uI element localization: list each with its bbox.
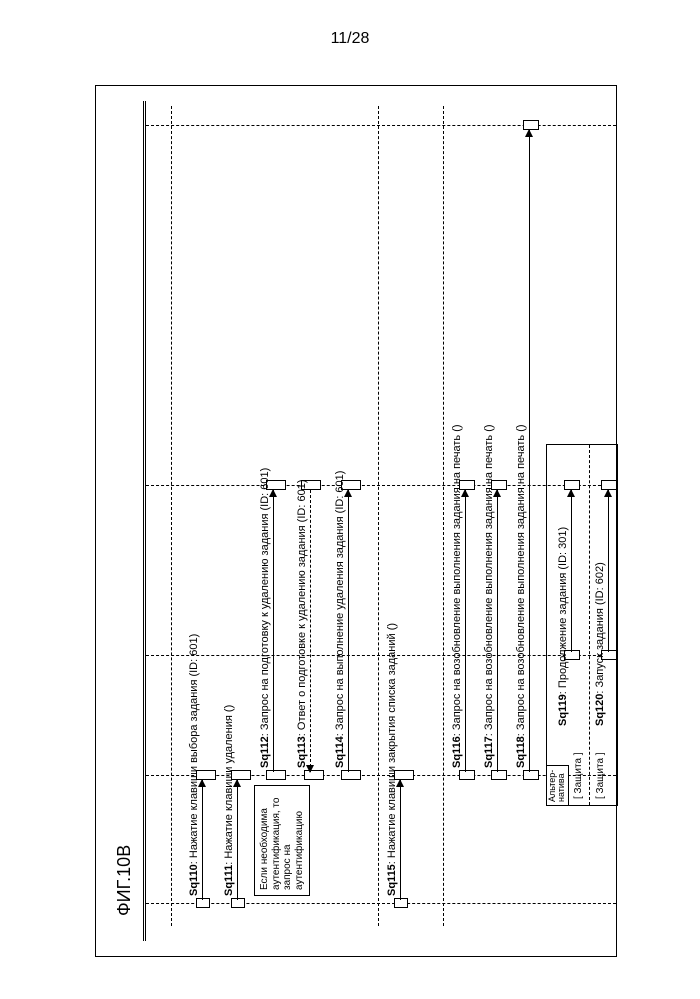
alt-fragment: Альтер- натива [ Защита ] [ Защита ] (546, 444, 618, 806)
arrow-line (465, 490, 466, 772)
activation (491, 770, 507, 780)
message-label: Sq118: Запрос на возобновление выполнени… (515, 424, 527, 768)
note-line: аутентификация, то (271, 791, 283, 890)
arrow-line (202, 780, 203, 900)
message-label: Sq116: Запрос на возобновление выполнени… (451, 424, 463, 768)
lifeline-5 (146, 125, 616, 126)
activation (341, 770, 361, 780)
message-label: Sq112: Запрос на подготовку к удалению з… (259, 468, 271, 768)
message-label: Sq117: Запрос на возобновление выполнени… (483, 424, 495, 768)
note-line: запрос на (282, 791, 294, 890)
activation (459, 770, 475, 780)
alt-guard-2: [ Защита ] (595, 752, 606, 799)
alt-guard-1: [ Защита ] (573, 752, 584, 799)
arrow-line (400, 780, 401, 900)
arrow-head-right-icon (525, 129, 533, 137)
message-sq114: Sq114: Запрос на выполнение удаления зад… (348, 490, 349, 772)
note-line: аутентификацию (294, 791, 306, 890)
activation (196, 898, 210, 908)
arrow-line (497, 490, 498, 772)
alt-label: Альтер- натива (547, 765, 569, 805)
diagram-frame: ФИГ.10B (95, 85, 617, 957)
arrow-line (310, 490, 311, 772)
region-sep-3 (443, 106, 444, 926)
page-number: 11/28 (0, 30, 700, 48)
note-line: Если необходима (259, 791, 271, 890)
message-sq111: Sq111: Нажатие клавиши удаления () (237, 780, 238, 900)
note-auth: Если необходима аутентификация, то запро… (254, 785, 310, 896)
activation (266, 770, 286, 780)
activation (231, 898, 245, 908)
message-sq115: Sq115: Нажатие клавиши закрытия списка з… (400, 780, 401, 900)
activation (394, 898, 408, 908)
message-label: Sq111: Нажатие клавиши удаления () (223, 705, 235, 896)
activation (523, 770, 539, 780)
page: 11/28 ФИГ.10B (0, 0, 700, 999)
message-sq118: Sq118: Запрос на возобновление выполнени… (529, 130, 530, 772)
message-sq110: Sq110: Нажатие клавиши выбора задания (I… (202, 780, 203, 900)
arrow-line (237, 780, 238, 900)
region-sep-2 (378, 106, 379, 926)
message-sq113: Sq113: Ответ о подготовке к удалению зад… (310, 490, 311, 772)
message-sq116: Sq116: Запрос на возобновление выполнени… (465, 490, 466, 772)
message-label: Sq113: Ответ о подготовке к удалению зад… (296, 480, 308, 768)
message-label: Sq110: Нажатие клавиши выбора задания (I… (188, 634, 200, 896)
region-sep-1 (171, 106, 172, 926)
lifeline-1 (146, 903, 616, 904)
message-label: Sq115: Нажатие клавиши закрытия списка з… (386, 623, 398, 896)
message-sq117: Sq117: Запрос на возобновление выполнени… (497, 490, 498, 772)
alt-separator (589, 445, 590, 805)
alt-label-line: натива (557, 770, 566, 802)
message-sq112: Sq112: Запрос на подготовку к удалению з… (273, 490, 274, 772)
content-layer: ФИГ.10B (96, 86, 616, 956)
arrow-line (529, 130, 530, 772)
message-label: Sq114: Запрос на выполнение удаления зад… (334, 471, 346, 768)
arrow-line (273, 490, 274, 772)
figure-title: ФИГ.10B (114, 845, 135, 916)
arrow-line (348, 490, 349, 772)
header-wall (143, 101, 146, 941)
